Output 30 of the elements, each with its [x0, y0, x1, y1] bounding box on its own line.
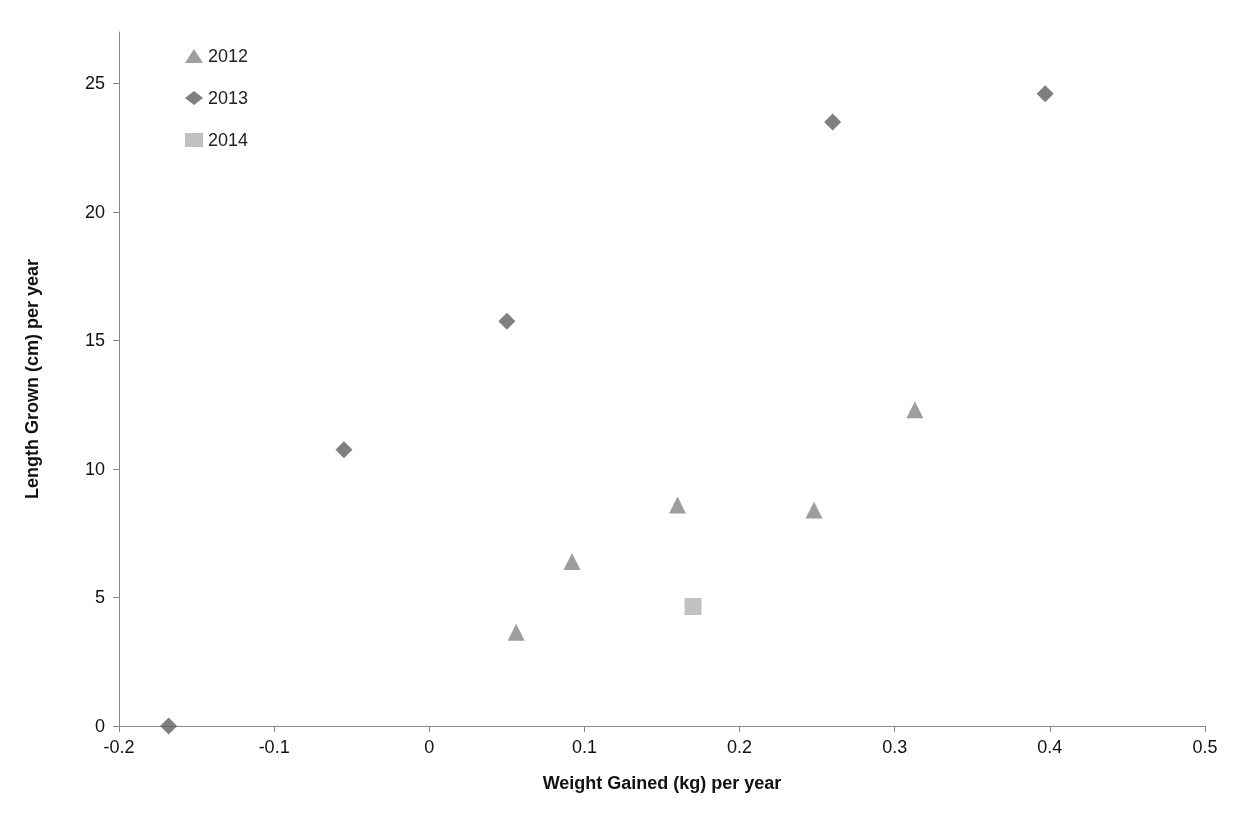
legend-label: 2012: [208, 46, 249, 66]
y-tick-label: 25: [84, 73, 105, 94]
point: [335, 441, 353, 459]
x-tick-label: -0.2: [103, 737, 135, 757]
point: [563, 553, 581, 570]
y-tick-label: 10: [84, 458, 105, 479]
point: [669, 496, 687, 514]
y-tick-label: 20: [84, 201, 105, 222]
point: [805, 501, 823, 519]
x-tick-label: 0.4: [1037, 737, 1063, 757]
point: [498, 312, 516, 330]
legend-label: 2013: [208, 88, 249, 108]
x-tick-label: 0.3: [882, 737, 908, 757]
y-tick-label: 15: [84, 330, 105, 351]
point: [507, 623, 525, 641]
y-tick-label: 5: [94, 587, 105, 608]
y-tick-label: 0: [94, 716, 105, 736]
x-tick-label: 0.2: [727, 737, 753, 757]
legend-label: 2014: [208, 130, 249, 150]
x-tick-label: 0.5: [1192, 737, 1218, 757]
point: [684, 597, 702, 615]
point: [824, 113, 842, 131]
x-tick-label: 0: [424, 737, 435, 757]
point: [906, 401, 924, 419]
point: [1036, 85, 1054, 103]
point: [160, 717, 178, 735]
x-tick-label: 0.1: [571, 737, 597, 757]
x-axis-title: Weight Gained (kg) per year: [542, 773, 782, 793]
x-tick-label: -0.1: [258, 737, 290, 757]
y-axis-title: Length Grown (cm) per year: [22, 258, 42, 500]
